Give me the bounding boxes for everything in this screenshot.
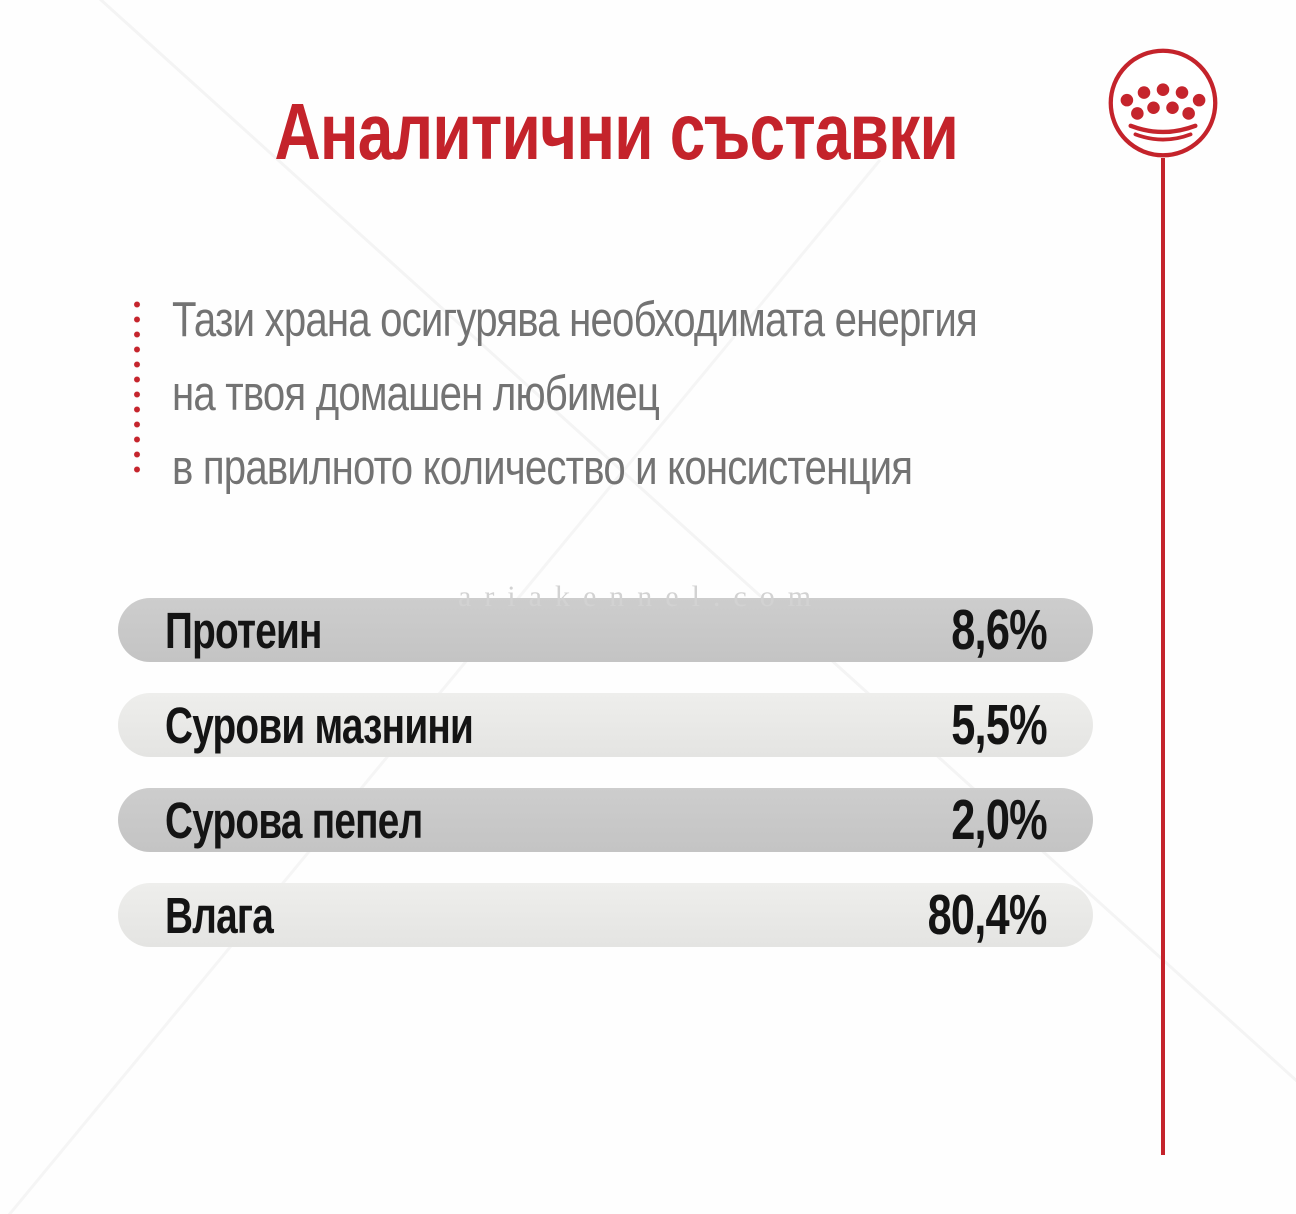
row-label: Протеин	[165, 601, 322, 659]
row-value: 5,5%	[951, 693, 1047, 757]
description-paragraph: Тази храна осигурява необходимата енерги…	[172, 283, 1154, 505]
description-line-3: в правилното количество и консистенция	[172, 441, 913, 495]
description-line-2: на твоя домашен любимец	[172, 367, 660, 421]
dotted-accent-line	[133, 297, 141, 477]
royal-canin-crown-logo	[1108, 48, 1218, 158]
row-label: Сурова пепел	[165, 791, 423, 849]
table-row: Сурова пепел 2,0%	[118, 788, 1093, 852]
page-title-container: Аналитични съставки	[0, 86, 1232, 178]
description-line-1: Тази храна осигурява необходимата енерги…	[172, 293, 978, 347]
table-row: Сурови мазнини 5,5%	[118, 693, 1093, 757]
nutrition-table: Протеин 8,6% Сурови мазнини 5,5% Сурова …	[118, 598, 1093, 978]
row-label: Сурови мазнини	[165, 696, 474, 754]
row-value: 80,4%	[927, 883, 1048, 947]
vertical-accent-line	[1161, 158, 1165, 1155]
table-row: Протеин 8,6%	[118, 598, 1093, 662]
row-value: 8,6%	[951, 598, 1047, 662]
row-value: 2,0%	[951, 788, 1047, 852]
table-row: Влага 80,4%	[118, 883, 1093, 947]
page-title: Аналитични съставки	[274, 87, 958, 176]
row-label: Влага	[165, 886, 274, 944]
